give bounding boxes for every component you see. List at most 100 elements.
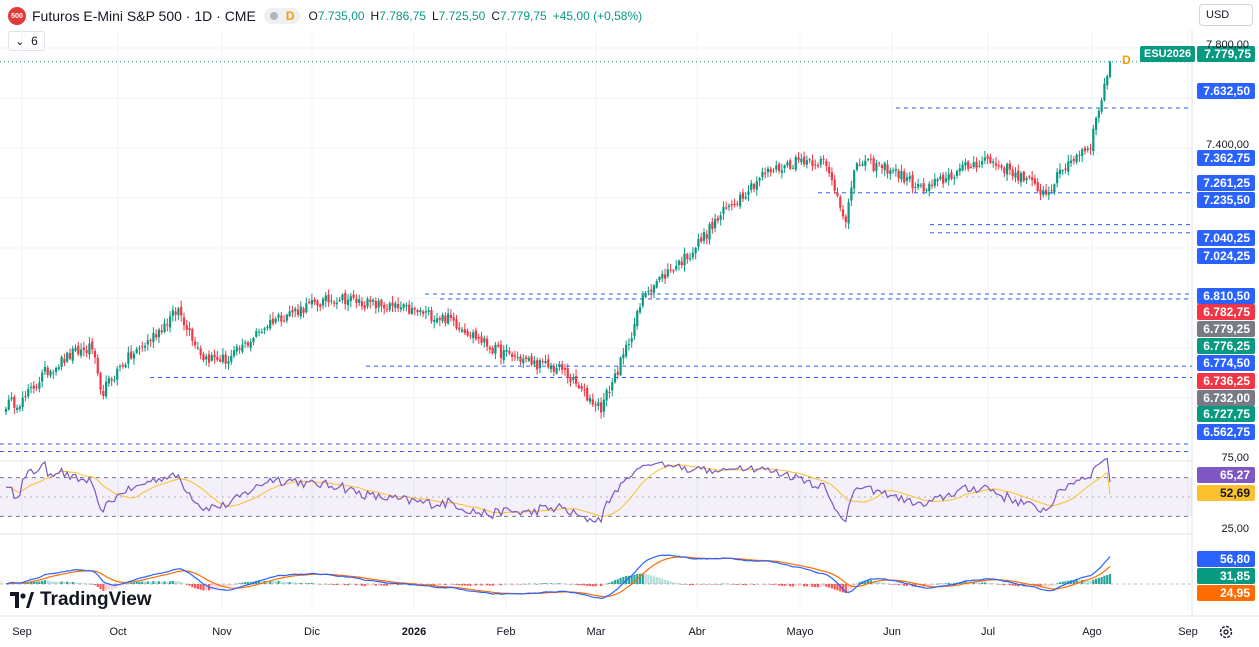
- macd-histogram-bar: [41, 580, 44, 584]
- macd-histogram-bar: [266, 580, 269, 584]
- candle-up: [1092, 128, 1095, 152]
- candle-down: [413, 308, 416, 310]
- macd-histogram-bar: [188, 584, 191, 586]
- macd-histogram-bar: [199, 584, 202, 590]
- currency-selector[interactable]: USD: [1199, 4, 1253, 26]
- macd-histogram-bar: [374, 584, 377, 586]
- candle-down: [438, 318, 441, 320]
- candle-down: [839, 196, 842, 208]
- candle-up: [661, 273, 664, 279]
- candle-down: [385, 309, 389, 311]
- macd-histogram-bar: [472, 584, 475, 586]
- time-axis-label[interactable]: Jul: [980, 626, 996, 638]
- candle-down: [99, 373, 102, 390]
- time-axis-label[interactable]: Oct: [109, 626, 127, 638]
- time-axis-label[interactable]: 2026: [401, 626, 427, 638]
- candle-down: [121, 364, 124, 367]
- time-axis-label[interactable]: Ago: [1082, 626, 1102, 638]
- candle-up: [74, 347, 77, 351]
- macd-histogram-bar: [480, 584, 483, 586]
- time-axis-label[interactable]: Sep: [1178, 626, 1198, 638]
- macd-histogram-bar: [360, 584, 364, 586]
- macd-histogram-bar: [302, 583, 305, 585]
- gear-icon[interactable]: [1218, 624, 1234, 640]
- candle-up: [597, 402, 600, 406]
- macd-histogram-bar: [277, 580, 280, 584]
- time-axis-label[interactable]: Mayo: [786, 626, 814, 638]
- period-pill[interactable]: D: [263, 8, 301, 24]
- candle-up: [324, 295, 327, 301]
- time-axis-label[interactable]: Jun: [883, 626, 901, 638]
- candle-up: [947, 174, 950, 180]
- price-level-label: 7.261,25: [1197, 175, 1255, 191]
- macd-histogram-bar: [485, 584, 489, 586]
- macd-histogram-bar: [163, 581, 166, 584]
- candle-down: [13, 396, 16, 408]
- candle-down: [836, 192, 839, 196]
- candle-up: [244, 342, 247, 344]
- candle-up: [538, 360, 542, 368]
- candle-down: [716, 218, 719, 221]
- price-level-label: 6.562,75: [1197, 424, 1255, 440]
- rsi-axis-tick[interactable]: 25,00: [1221, 523, 1249, 535]
- macd-histogram-bar: [438, 584, 441, 586]
- macd-histogram-bar: [299, 582, 302, 584]
- time-axis-label[interactable]: Sep: [12, 626, 32, 638]
- candle-up: [652, 285, 656, 293]
- price-level-label: 6.782,75: [1197, 304, 1255, 320]
- macd-histogram-bar: [947, 582, 950, 584]
- macd-histogram-bar: [1047, 584, 1050, 587]
- candle-down: [536, 360, 539, 370]
- macd-histogram-bar: [644, 573, 647, 584]
- chevron-down-icon[interactable]: ⌄: [15, 34, 26, 48]
- ohlc-low: L7.725,50: [431, 9, 486, 23]
- candle-down: [352, 294, 355, 298]
- time-axis-label[interactable]: Abr: [688, 626, 706, 638]
- candle-down: [430, 309, 433, 322]
- candle-up: [1097, 110, 1100, 118]
- candle-down: [1036, 182, 1039, 192]
- candle-down: [519, 356, 522, 362]
- macd-histogram-bar: [716, 584, 719, 585]
- price-axis-tick[interactable]: 7.800,00: [1206, 39, 1249, 51]
- candle-down: [830, 172, 834, 181]
- tradingview-logo[interactable]: TradingView: [10, 589, 152, 611]
- macd-histogram-bar: [847, 584, 850, 592]
- time-axis-label[interactable]: Dic: [304, 626, 320, 638]
- symbol-title[interactable]: Futuros E-Mini S&P 500 · 1D · CME: [32, 8, 256, 24]
- price-axis-tick[interactable]: 7.400,00: [1206, 139, 1249, 151]
- macd-histogram-bar: [57, 581, 60, 584]
- macd-histogram-bar: [830, 584, 834, 589]
- candle-down: [374, 301, 377, 309]
- candle-down: [994, 163, 998, 166]
- macd-histogram-bar: [780, 584, 783, 586]
- candle-up: [152, 333, 155, 343]
- macd-histogram-bar: [1075, 580, 1078, 584]
- indicator-toggle[interactable]: ⌄ 6: [8, 31, 45, 51]
- candle-up: [644, 293, 647, 297]
- candle-down: [730, 204, 733, 206]
- candle-up: [483, 338, 486, 343]
- macd-histogram-bar: [257, 580, 261, 584]
- macd-histogram-bar: [908, 584, 911, 586]
- macd-histogram-bar: [79, 582, 83, 584]
- candle-down: [397, 304, 400, 309]
- macd-histogram-bar: [488, 584, 491, 586]
- time-axis-label[interactable]: Mar: [586, 626, 606, 638]
- candle-down: [997, 165, 1000, 167]
- candle-down: [686, 254, 689, 260]
- time-axis-label[interactable]: Nov: [212, 626, 232, 638]
- time-axis-label[interactable]: Feb: [496, 626, 516, 638]
- candle-down: [474, 330, 478, 340]
- candle-down: [541, 361, 544, 363]
- macd-histogram-bar: [1106, 574, 1109, 584]
- macd-histogram-bar: [663, 579, 667, 584]
- macd-histogram-bar: [260, 580, 263, 584]
- macd-histogram-bar: [978, 582, 981, 584]
- macd-histogram-bar: [836, 584, 839, 591]
- macd-histogram-bar: [583, 584, 586, 586]
- period-pill-label: D: [285, 9, 295, 23]
- candle-up: [1053, 184, 1056, 193]
- rsi-axis-tick[interactable]: 75,00: [1221, 452, 1249, 464]
